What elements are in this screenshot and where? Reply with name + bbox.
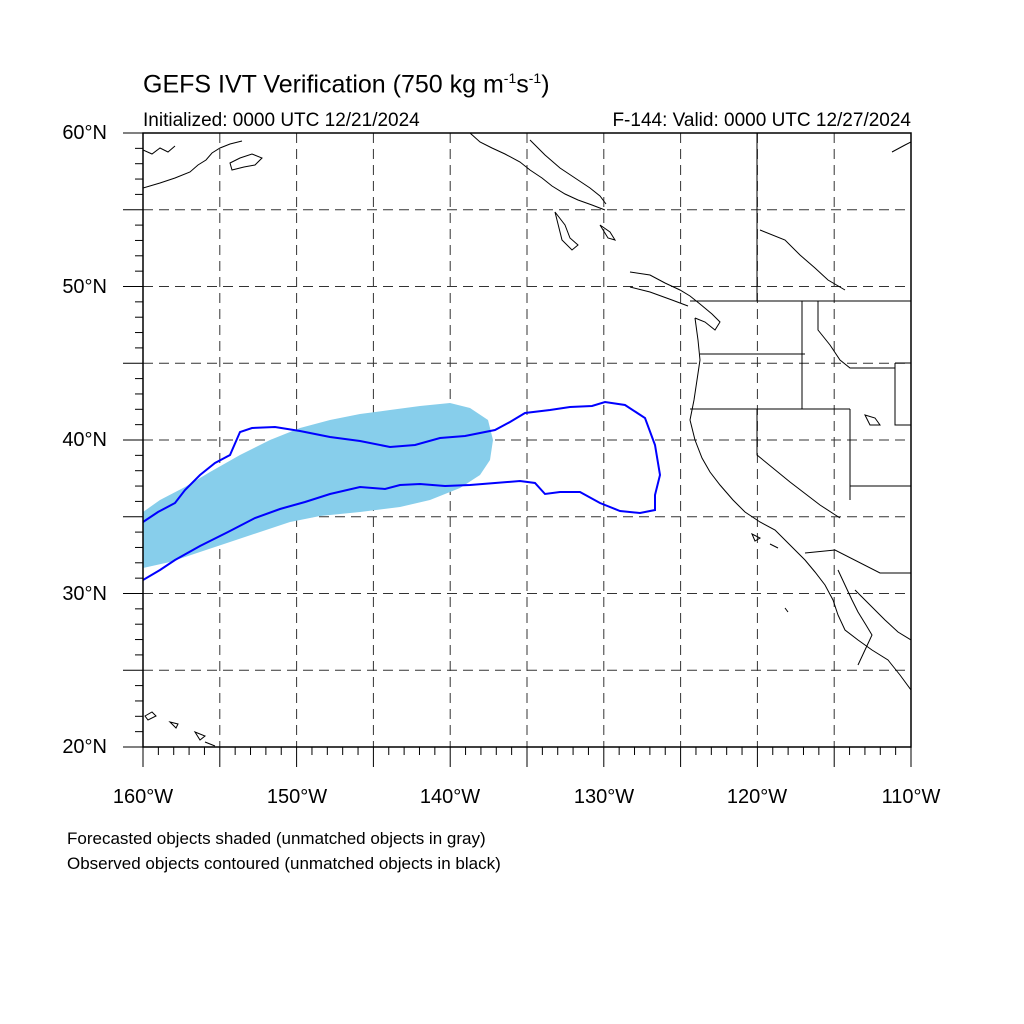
lon-label-150w: 150°W — [266, 786, 328, 808]
lon-label-120w: 120°W — [726, 786, 788, 808]
chart-title: GEFS IVT Verification (750 kg m-1s-1) — [143, 70, 550, 99]
lat-label-60n: 60°N — [62, 122, 107, 144]
lat-label-20n: 20°N — [62, 736, 107, 758]
axis-ticks — [123, 132, 912, 767]
forecast-object-shaded — [143, 403, 493, 568]
note-forecast: Forecasted objects shaded (unmatched obj… — [67, 829, 486, 848]
lat-label-30n: 30°N — [62, 583, 107, 605]
lat-label-40n: 40°N — [62, 429, 107, 451]
lat-label-50n: 50°N — [62, 276, 107, 298]
lon-label-130w: 130°W — [573, 786, 635, 808]
lon-label-110w: 110°W — [881, 786, 941, 808]
initialized-time: Initialized: 0000 UTC 12/21/2024 — [143, 110, 420, 131]
note-observed: Observed objects contoured (unmatched ob… — [67, 854, 501, 873]
observed-object-contour — [143, 400, 662, 581]
coastlines — [143, 133, 911, 747]
lon-label-160w: 160°W — [112, 786, 174, 808]
political-borders — [690, 133, 911, 574]
gridlines — [143, 133, 911, 747]
valid-time: F-144: Valid: 0000 UTC 12/27/2024 — [612, 110, 911, 131]
lon-label-140w: 140°W — [419, 786, 481, 808]
legend-notes: Forecasted objects shaded (unmatched obj… — [67, 826, 501, 876]
